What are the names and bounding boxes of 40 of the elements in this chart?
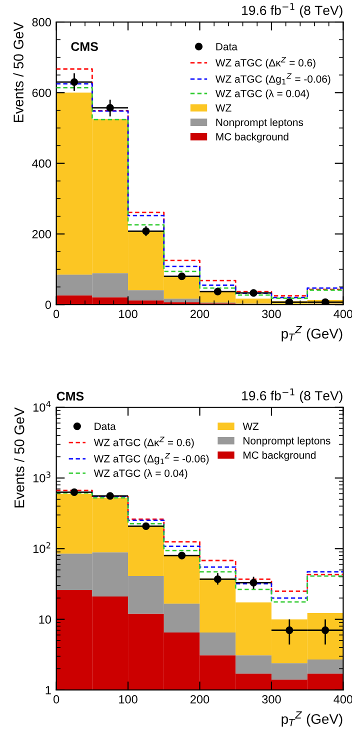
y-tick-label: 0 [45, 300, 51, 310]
text: 19.6 fb$^{−1}$ (8 TeV) [242, 388, 342, 403]
y-tick-label: 10$^{4}$ [33, 401, 51, 412]
y-tick-label: 800 [32, 18, 51, 26]
x-tick-label: 0 [54, 695, 60, 704]
legend-label: WZ aTGC (λ = 0.04) [94, 469, 188, 479]
y-tick-label: 200 [32, 230, 51, 238]
x-tick-label: 300 [262, 695, 281, 704]
y-tick-label: 400 [32, 159, 51, 168]
legend-label: WZ aTGC (Δκ$^{Z}$ = 0.6) [215, 57, 316, 69]
text: 19.6 fb$^{−1}$ (8 TeV) [242, 3, 342, 18]
x-tick-label: 300 [262, 310, 281, 318]
legend-label: WZ aTGC (Δg$_{1}$$^{Z}$ = -0.06) [215, 73, 330, 85]
legend-label: MC background [216, 132, 288, 142]
x-tick-label: 200 [190, 310, 210, 318]
y-tick-label: 10$^{3}$ [33, 472, 50, 482]
y-tick-label: 10 [39, 615, 51, 624]
text: CMS [56, 392, 84, 401]
y-axis-title: Events / 50 GeV [13, 22, 24, 122]
y-tick-label: 600 [32, 88, 51, 98]
y-tick-label: 1 [46, 686, 51, 694]
legend-label: WZ aTGC (Δg$_{1}$$^{Z}$ = -0.06) [94, 453, 209, 465]
y-tick-label: 10$^{2}$ [33, 542, 50, 553]
legend-label: WZ aTGC (λ = 0.04) [215, 90, 309, 100]
legend-label: WZ [215, 104, 232, 112]
legend-label: Data [216, 43, 238, 50]
legend-label: WZ aTGC (Δκ$^{Z}$ = 0.6) [94, 436, 194, 448]
x-tick-label: 100 [119, 695, 138, 704]
x-tick-label: 0 [54, 310, 60, 318]
legend-label: Nonprompt leptons [244, 436, 330, 447]
legend-label: WZ [242, 422, 259, 430]
legend-label: Data [94, 422, 116, 430]
x-axis-title: p$_{T}$$^{Z}$ (GeV) [282, 711, 342, 727]
x-tick-label: 200 [190, 695, 210, 704]
x-axis-title: p$_{T}$$^{Z}$ (GeV) [282, 326, 342, 342]
y-axis-title: Events / 50 GeV [14, 407, 24, 508]
legend-label: Nonprompt leptons [216, 118, 304, 128]
annotation: CMS [71, 42, 98, 51]
legend-label: MC background [244, 451, 316, 461]
x-tick-label: 100 [119, 310, 138, 318]
